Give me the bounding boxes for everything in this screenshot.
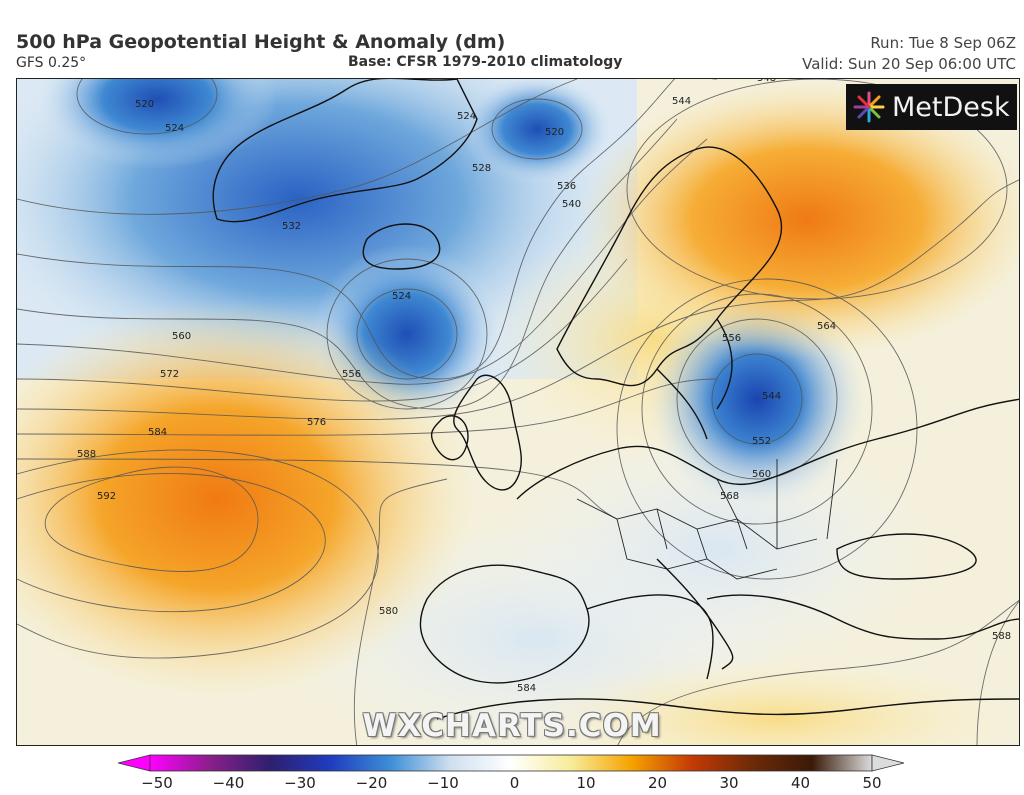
contour-label: 584 — [517, 683, 536, 694]
contour-line — [17, 458, 618, 520]
valid-time-label: Valid: Sun 20 Sep 06:00 UTC — [802, 55, 1016, 73]
colorbar-bar — [149, 754, 873, 772]
contour-label: 556 — [342, 369, 361, 380]
colorbar-tick-label: 10 — [576, 774, 596, 792]
colorbar-max-arrow — [871, 754, 905, 772]
colorbar-min-arrow — [117, 754, 151, 772]
contour-line — [356, 288, 458, 380]
contour-label: 560 — [172, 331, 191, 342]
contour-label: 524 — [392, 291, 411, 302]
anomaly-centre-atlantic-high — [17, 299, 477, 699]
coastline-britain — [453, 374, 522, 491]
border-line — [616, 518, 778, 580]
border-line — [716, 458, 838, 549]
contour-label: 528 — [472, 163, 491, 174]
colorbar-tick-label: −40 — [212, 774, 245, 792]
contour-line — [711, 353, 803, 445]
coastline-europe — [516, 398, 1019, 500]
contour-line — [17, 79, 578, 215]
contour-label: 556 — [722, 333, 741, 344]
contour-line — [353, 478, 448, 745]
contour-label: 572 — [160, 369, 179, 380]
metdesk-logo-text: MetDesk — [892, 91, 1010, 123]
run-time-label: Run: Tue 8 Sep 06Z — [870, 34, 1016, 52]
coastline-italy — [656, 558, 734, 670]
colorbar-tick-label: 40 — [790, 774, 811, 792]
colorbar-tick-label: −20 — [355, 774, 388, 792]
contour-label: 524 — [165, 123, 184, 134]
anomaly-centre-norwegian-sea-low — [462, 79, 612, 184]
contour-line — [326, 258, 488, 410]
contour-line — [17, 449, 379, 659]
coastline-greenland — [212, 79, 478, 223]
contour-label: 576 — [307, 417, 326, 428]
contour-label: 520 — [135, 99, 154, 110]
contour-label: 552 — [752, 436, 771, 447]
colorbar-tick-label: −10 — [427, 774, 459, 792]
model-label: GFS 0.25° — [16, 55, 87, 71]
coastline-scandinavia — [556, 146, 783, 387]
contour-line — [616, 278, 918, 580]
contour-label: 544 — [762, 391, 781, 402]
border-line — [656, 508, 748, 560]
colorbar-tick-label: 20 — [647, 774, 668, 792]
contour-label: 532 — [282, 221, 301, 232]
contour-label: 580 — [379, 606, 398, 617]
contour-label: 592 — [97, 491, 116, 502]
coastline-black-sea — [836, 533, 977, 580]
anomaly-map: 520 524 520 524 528 532 536 540 544 548 524 556 560 5… — [16, 78, 1020, 746]
contour-label: 564 — [817, 321, 836, 332]
colorbar: −50 −40 −30 −20 −10 0 10 20 30 40 50 — [0, 752, 1024, 795]
coastline-iberia — [419, 564, 590, 684]
contour-line — [491, 98, 583, 160]
contour-label: 588 — [992, 631, 1011, 642]
contour-line — [76, 79, 218, 135]
contour-line — [44, 466, 259, 572]
contour-line — [17, 258, 628, 402]
yellow-region-mediterranean — [527, 659, 1019, 745]
contour-label: 560 — [752, 469, 771, 480]
contour-line — [17, 473, 326, 613]
metdesk-burst-icon — [853, 91, 885, 123]
coastline-iceland — [362, 223, 441, 270]
climatology-base-label: Base: CFSR 1979-2010 climatology — [348, 54, 623, 70]
coastline-ireland — [430, 415, 469, 461]
colorbar-gradient — [117, 754, 905, 772]
contour-line — [17, 378, 718, 436]
contour-line — [17, 79, 717, 380]
wxcharts-watermark: WXCHARTS.COM — [362, 708, 662, 744]
contour-label: 568 — [720, 491, 739, 502]
anomaly-centre-greenland-low — [37, 79, 277, 169]
coastline-baltic — [656, 318, 733, 440]
contour-label: 520 — [545, 127, 564, 138]
contour-line — [17, 138, 708, 385]
contour-label: 524 — [457, 111, 476, 122]
contour-label: 588 — [77, 449, 96, 460]
contour-line — [17, 118, 678, 410]
contour-label: 536 — [557, 181, 576, 192]
anomaly-centre-russia-high — [577, 79, 1019, 359]
contour-label: 544 — [672, 96, 691, 107]
coastline-mediterranean — [586, 594, 1019, 680]
metdesk-logo: MetDesk — [846, 84, 1017, 130]
contour-line — [626, 79, 1008, 300]
chart-title: 500 hPa Geopotential Height & Anomaly (d… — [16, 31, 506, 53]
pale-region-central-europe — [497, 429, 937, 669]
contour-line — [641, 293, 873, 525]
colorbar-tick-label: 30 — [719, 774, 739, 792]
colorbar-tick-label: 50 — [862, 774, 882, 792]
contour-label: 584 — [148, 427, 167, 438]
contour-line — [17, 179, 1019, 421]
coastline-north-africa — [436, 698, 1019, 720]
colorbar-tick-label: −50 — [141, 774, 173, 792]
colorbar-tick-label: 0 — [509, 774, 520, 792]
contour-label: 548 — [757, 79, 776, 84]
contour-line — [976, 600, 1019, 745]
contour-label: 540 — [562, 199, 581, 210]
colorbar-tick-label: −30 — [284, 774, 316, 792]
contour-line — [676, 318, 838, 480]
